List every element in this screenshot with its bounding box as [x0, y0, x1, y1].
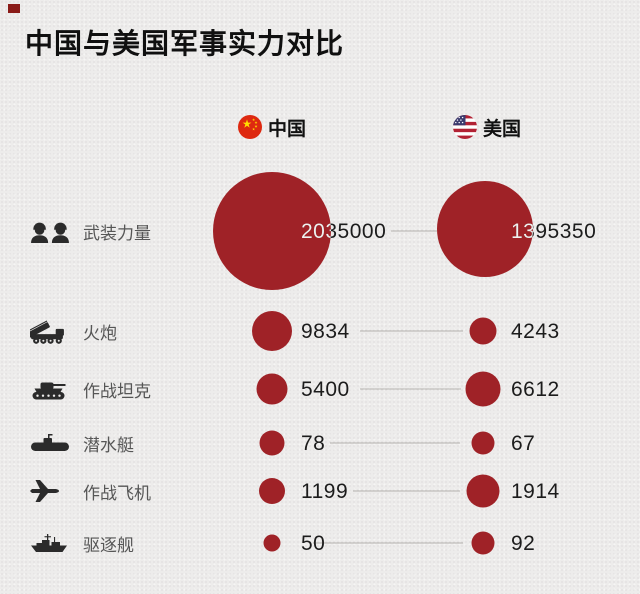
accent-square — [8, 4, 20, 13]
chart-row-artillery: 火炮 9834 9834 4243 4243 — [0, 307, 640, 355]
usa-bubble — [466, 474, 500, 508]
usa-value: 1914 — [511, 480, 560, 503]
usa-bubble-cell: 67 67 — [471, 431, 535, 455]
china-value: 5400 — [301, 378, 350, 401]
row-label: 作战飞机 — [83, 483, 151, 503]
rocket-launcher-icon — [30, 318, 83, 345]
tank-icon — [30, 377, 83, 401]
china-bubble-cell: 2035000 2035000 — [213, 172, 386, 290]
connector-line — [353, 490, 460, 492]
china-bubble-cell: 50 50 — [263, 532, 325, 555]
column-header-usa: 美国 — [453, 113, 521, 141]
usa-bubble — [437, 181, 533, 277]
usa-bubble-cell: 92 92 — [471, 531, 535, 555]
usa-bubble-cell: 1395350 1395350 — [437, 181, 596, 277]
row-head: 作战坦克 — [30, 365, 151, 413]
china-bubble-cell: 78 78 — [259, 430, 325, 456]
china-bubble — [252, 311, 292, 351]
usa-value: 4243 — [511, 320, 560, 343]
usa-bubble-cell: 6612 6612 — [465, 371, 560, 407]
row-head: 作战飞机 — [30, 467, 151, 515]
china-bubble — [213, 172, 331, 290]
usa-value: 67 — [511, 432, 535, 455]
china-value-overlay: 2035000 — [301, 220, 386, 243]
china-value: 78 — [301, 432, 325, 455]
china-bubble — [256, 373, 288, 405]
usa-flag-icon — [453, 115, 477, 139]
usa-bubble — [469, 317, 497, 345]
connector-line — [330, 442, 460, 444]
china-value: 50 — [301, 532, 325, 555]
chart-row-submarines: 潜水艇 78 78 67 67 — [0, 419, 640, 467]
china-value: 2035000 — [301, 220, 386, 243]
china-column-label: 中国 — [268, 118, 307, 140]
chart-row-tanks: 作战坦克 5400 5400 6612 6612 — [0, 365, 640, 413]
china-value: 1199 — [301, 480, 348, 503]
usa-value: 92 — [511, 532, 535, 555]
usa-value: 6612 — [511, 378, 560, 401]
china-value: 9834 — [301, 320, 350, 343]
page-title: 中国与美国军事实力对比 — [25, 28, 345, 59]
usa-column-label: 美国 — [483, 118, 522, 140]
usa-bubble-cell: 1914 1914 — [466, 474, 560, 508]
usa-bubble — [471, 431, 495, 455]
row-label: 作战坦克 — [83, 381, 151, 401]
fighter-jet-icon — [30, 478, 83, 504]
row-head: 武装力量 — [30, 169, 151, 293]
submarine-icon — [30, 432, 83, 454]
soldiers-icon — [30, 219, 83, 244]
china-flag-icon — [238, 115, 262, 139]
destroyer-icon — [30, 533, 83, 554]
row-head: 驱逐舰 — [30, 519, 134, 567]
column-header-china: 中国 — [238, 113, 306, 141]
china-bubble-cell: 9834 9834 — [252, 311, 350, 351]
china-bubble-cell: 1199 1199 — [259, 478, 348, 504]
china-bubble-cell: 5400 5400 — [256, 373, 350, 405]
usa-value: 1395350 — [511, 220, 596, 243]
chart-row-aircraft: 作战飞机 1199 1199 1914 1914 — [0, 467, 640, 515]
china-bubble — [263, 534, 281, 552]
usa-bubble — [471, 531, 495, 555]
row-head: 火炮 — [30, 307, 117, 355]
usa-bubble — [465, 371, 501, 407]
row-head: 潜水艇 — [30, 419, 134, 467]
row-label: 驱逐舰 — [83, 535, 134, 555]
connector-line — [360, 330, 463, 332]
connector-line — [391, 230, 437, 232]
connector-line — [360, 388, 461, 390]
row-label: 潜水艇 — [83, 435, 134, 455]
chart-row-destroyers: 驱逐舰 50 50 92 92 — [0, 519, 640, 567]
chart-row-armed-forces: 武装力量 2035000 2035000 1395350 1395350 — [0, 169, 640, 293]
connector-line — [313, 542, 463, 544]
usa-value-overlay: 1395350 — [511, 220, 596, 243]
china-bubble — [259, 430, 285, 456]
row-label: 火炮 — [83, 323, 117, 343]
usa-bubble-cell: 4243 4243 — [469, 317, 560, 345]
row-label: 武装力量 — [83, 223, 151, 243]
china-bubble — [259, 478, 285, 504]
